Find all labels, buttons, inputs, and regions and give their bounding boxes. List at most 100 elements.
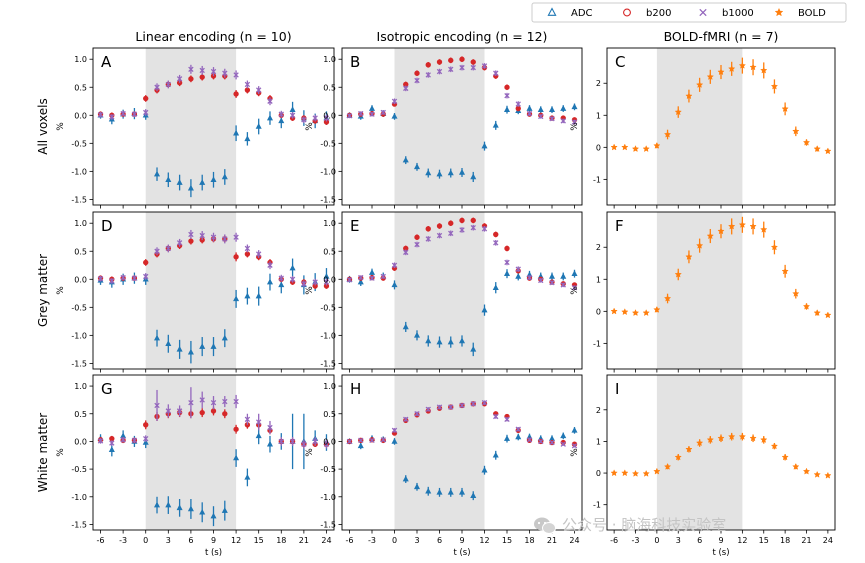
data-point (188, 76, 194, 82)
data-point (289, 112, 296, 118)
data-point (537, 106, 544, 112)
data-point (266, 440, 274, 447)
data-point (425, 169, 432, 176)
panel-letter: A (101, 53, 112, 71)
panel-g: -1.5 -1.0 -0.5 0.0 0.5 1.0% -6 -3 0 3 6 9 12 15 18 21 24… (56, 374, 335, 558)
data-point (369, 111, 375, 117)
data-point (391, 98, 398, 104)
y-tick-label: -1.0 (320, 167, 336, 176)
data-point (631, 469, 640, 477)
data-point (210, 234, 217, 240)
panel-f: -1 0 1 2% F (570, 211, 836, 373)
data-point (165, 176, 172, 183)
y-tick-label: 2 (596, 79, 601, 88)
legend-label: BOLD (798, 8, 826, 19)
data-point (210, 399, 217, 406)
data-point (448, 230, 454, 237)
data-point (165, 245, 172, 252)
data-point (447, 169, 454, 176)
row-labels: All voxels Grey matter White matter (36, 98, 50, 492)
data-point (447, 338, 454, 345)
y-tick-label: -0.5 (71, 465, 87, 474)
legend-item-b1000: b1000 (699, 8, 754, 19)
data-point (470, 64, 476, 71)
data-point (560, 432, 567, 439)
data-point (526, 110, 533, 117)
x-tick-label: 0 (654, 536, 659, 545)
data-point (685, 253, 693, 260)
x-tick-label: 12 (737, 536, 747, 545)
data-point (255, 123, 262, 129)
data-point (770, 82, 779, 90)
data-point (674, 453, 682, 461)
y-axis-label: % (305, 122, 315, 131)
data-point (346, 277, 353, 283)
x-tick-label: 21 (547, 536, 557, 545)
data-point (142, 439, 149, 445)
data-point (663, 294, 672, 302)
data-point (289, 438, 296, 445)
data-point (154, 402, 160, 409)
data-point (436, 338, 443, 345)
data-point (653, 467, 661, 475)
data-point (728, 222, 736, 230)
data-point (571, 270, 578, 276)
data-point (120, 110, 126, 117)
legend-item-bold: BOLD (774, 7, 826, 19)
row-label: All voxels (36, 98, 50, 154)
data-point (143, 259, 149, 266)
x-tick-label: 0 (143, 536, 148, 545)
x-tick-label: -3 (632, 536, 640, 545)
data-point (368, 269, 376, 275)
y-tick-label: -1.0 (320, 493, 336, 502)
data-point (631, 309, 640, 317)
data-point (368, 105, 376, 111)
data-point (187, 184, 194, 191)
data-point (492, 284, 499, 290)
data-point (222, 398, 228, 405)
data-point (199, 232, 205, 239)
data-point (199, 74, 205, 80)
data-point (436, 59, 443, 65)
x-tick-label: 24 (321, 536, 331, 545)
data-point (312, 438, 318, 445)
data-point (436, 223, 443, 229)
data-point (391, 437, 398, 444)
data-point (165, 81, 172, 88)
data-point (504, 245, 510, 252)
data-point (503, 270, 511, 276)
data-point (255, 419, 262, 425)
data-point (165, 501, 172, 508)
y-tick-label: 1 (596, 275, 601, 284)
series-adc (346, 268, 578, 357)
data-point (289, 276, 296, 282)
data-point (813, 470, 821, 478)
data-point (176, 76, 183, 82)
data-point (674, 108, 682, 116)
data-point (504, 84, 510, 90)
data-point (244, 245, 251, 252)
data-point (642, 469, 650, 477)
data-point (459, 402, 465, 409)
data-point (728, 432, 736, 440)
data-point (571, 443, 578, 449)
y-axis-label: % (56, 286, 66, 295)
x-axis-label: t (s) (712, 548, 729, 558)
data-point (738, 432, 747, 440)
y-tick-label: 2 (596, 243, 601, 252)
data-point (653, 141, 661, 149)
data-point (760, 66, 768, 74)
data-point (278, 281, 285, 288)
data-point (436, 488, 443, 495)
x-tick-label: 24 (823, 536, 833, 545)
x-tick-label: -6 (610, 536, 618, 545)
data-point (323, 279, 330, 285)
y-tick-label: -0.5 (320, 465, 336, 474)
data-point (560, 441, 566, 447)
data-point (493, 413, 499, 420)
data-point (706, 435, 714, 443)
data-point (176, 504, 183, 511)
data-point (380, 109, 386, 116)
y-tick-label: 0.0 (323, 111, 336, 120)
data-point (685, 92, 693, 100)
